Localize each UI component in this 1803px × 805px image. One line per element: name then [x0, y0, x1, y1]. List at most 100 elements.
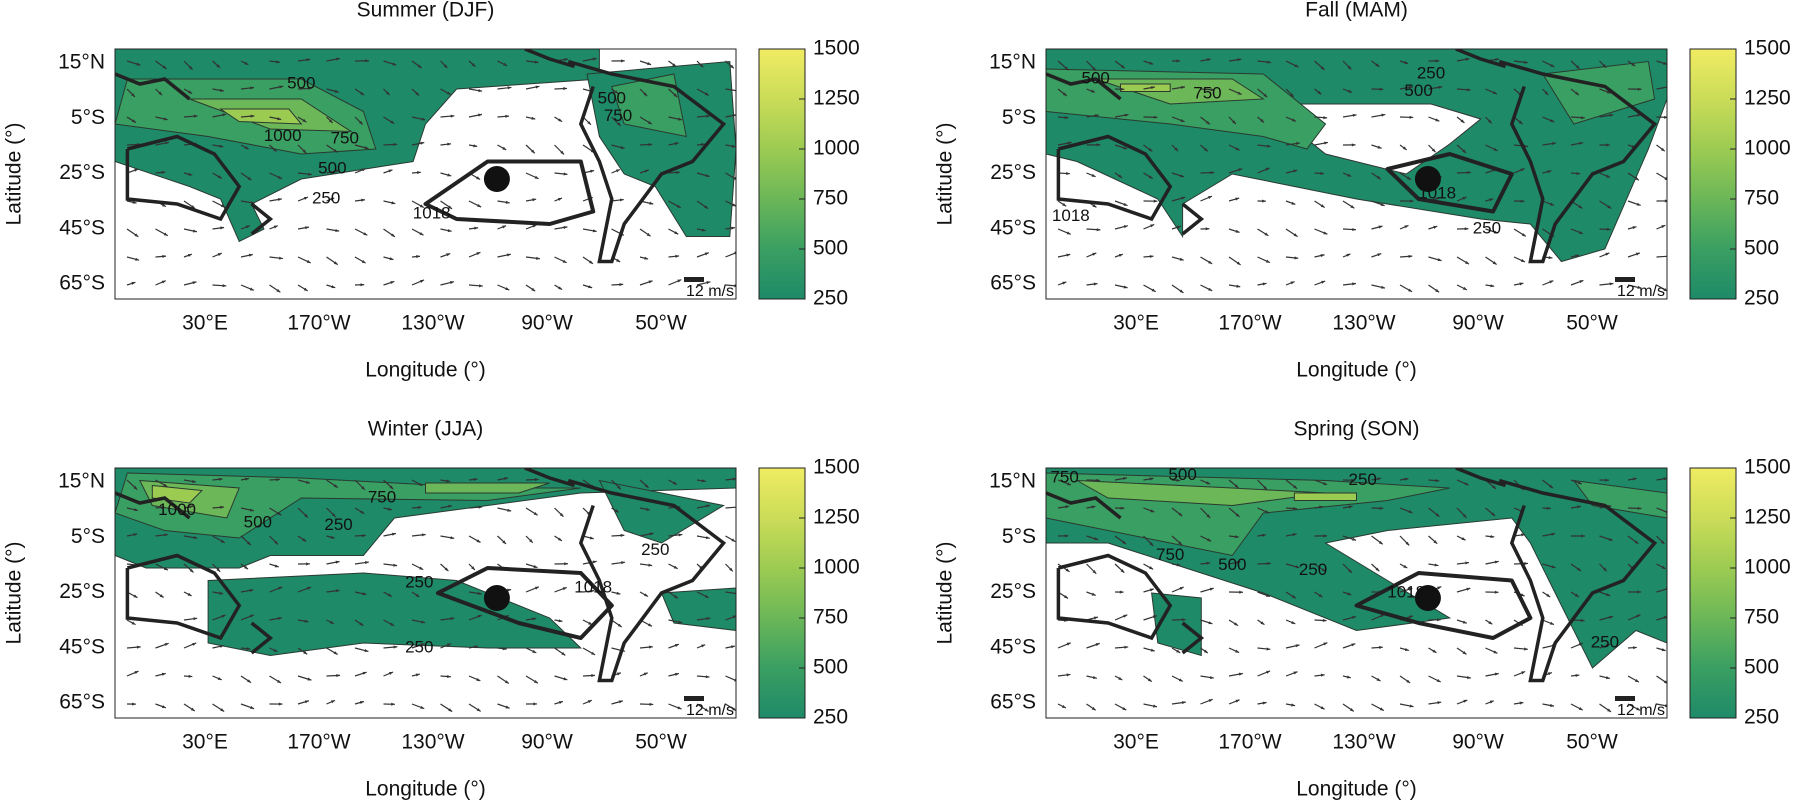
x-axis-label: Longitude (°)	[1296, 359, 1416, 382]
x-tick-label: 90°W	[1452, 312, 1504, 335]
vector-key-label: 12 m/s	[1617, 283, 1665, 300]
x-tick-label: 130°W	[401, 731, 464, 754]
y-tick-label: 15°N	[989, 470, 1036, 493]
y-axis-label: Latitude (°)	[3, 542, 26, 645]
x-tick-label: 90°W	[521, 731, 573, 754]
vector-key-arrow	[1615, 696, 1635, 701]
colorbar-tick-label: 500	[1744, 237, 1779, 260]
colorbar-tick-label: 750	[1744, 187, 1779, 210]
contour-label: 250	[1299, 560, 1327, 579]
contour-label: 250	[1417, 63, 1445, 82]
contour-label: 750	[368, 487, 396, 506]
y-tick-label: 25°S	[990, 161, 1036, 184]
contour-label: 250	[641, 540, 669, 559]
contour-label: 1000	[158, 500, 196, 519]
colorbar	[759, 49, 805, 299]
colorbar-tick-label: 250	[1744, 287, 1779, 310]
contour-label: 250	[312, 188, 340, 207]
contour-label: 1018	[1052, 206, 1090, 225]
y-tick-label: 5°S	[1002, 106, 1036, 129]
y-tick-label: 65°S	[990, 691, 1036, 714]
panel: 500 750 250 500 1018 250 1018 12 m/s Fall (MAM) 1…	[934, 0, 1791, 382]
y-tick-label: 15°N	[58, 51, 105, 74]
contour-label: 1018	[413, 203, 451, 222]
colorbar-tick-label: 1000	[1744, 556, 1791, 579]
x-tick-label: 90°W	[1452, 731, 1504, 754]
y-tick-label: 15°N	[989, 51, 1036, 74]
y-tick-label: 65°S	[990, 272, 1036, 295]
contour-label: 250	[324, 515, 352, 534]
x-axis-label: Longitude (°)	[365, 778, 485, 800]
y-tick-label: 25°S	[990, 580, 1036, 603]
colorbar	[1690, 468, 1736, 718]
x-tick-label: 170°W	[1218, 731, 1281, 754]
vector-key-label: 12 m/s	[686, 283, 734, 300]
panel: 500 1000 750 500 250 1018 750 500 12 m/s Summer (…	[3, 0, 860, 382]
x-tick-label: 50°W	[635, 731, 687, 754]
contour-label: 250	[1349, 470, 1377, 489]
contour-label: 500	[1081, 68, 1109, 87]
high-pressure-center	[484, 585, 510, 611]
contour-label: 500	[244, 512, 272, 531]
colorbar	[759, 468, 805, 718]
colorbar-tick-label: 500	[813, 656, 848, 679]
panel: 1000 500 750 250 250 250 1018 250 12 m/s Winter (…	[3, 418, 860, 800]
x-tick-label: 130°W	[401, 312, 464, 335]
y-tick-label: 65°S	[59, 272, 105, 295]
colorbar-tick-label: 250	[813, 706, 848, 729]
vector-key-label: 12 m/s	[686, 702, 734, 719]
x-tick-label: 170°W	[1218, 312, 1281, 335]
contour-label: 250	[405, 572, 433, 591]
contour-label: 750	[331, 128, 359, 147]
panel-title: Winter (JJA)	[368, 418, 484, 441]
x-tick-label: 50°W	[635, 312, 687, 335]
x-tick-label: 90°W	[521, 312, 573, 335]
contour-label: 1018	[574, 577, 612, 596]
panel-title: Summer (DJF)	[357, 0, 495, 22]
colorbar-tick-label: 750	[1744, 606, 1779, 629]
y-axis-label: Latitude (°)	[934, 123, 957, 226]
contour-label: 1018	[1418, 183, 1456, 202]
high-pressure-center	[484, 166, 510, 192]
x-tick-label: 130°W	[1332, 312, 1395, 335]
y-tick-label: 45°S	[990, 635, 1036, 658]
colorbar-tick-label: 750	[813, 187, 848, 210]
y-tick-label: 65°S	[59, 691, 105, 714]
colorbar-tick-label: 1250	[813, 87, 860, 110]
x-tick-label: 170°W	[287, 731, 350, 754]
y-tick-label: 5°S	[71, 106, 105, 129]
contour-label: 750	[1193, 83, 1221, 102]
colorbar-tick-label: 750	[813, 606, 848, 629]
contour-label: 250	[1473, 218, 1501, 237]
y-tick-label: 45°S	[990, 216, 1036, 239]
colorbar-tick-label: 250	[1744, 706, 1779, 729]
x-tick-label: 50°W	[1566, 312, 1618, 335]
y-tick-label: 15°N	[58, 470, 105, 493]
contour-label: 500	[598, 88, 626, 107]
colorbar-tick-label: 1250	[1744, 506, 1791, 529]
contour-label: 250	[1591, 632, 1619, 651]
x-tick-label: 30°E	[182, 312, 228, 335]
x-tick-label: 50°W	[1566, 731, 1618, 754]
vector-key-arrow	[684, 696, 704, 701]
colorbar-tick-label: 1000	[1744, 137, 1791, 160]
contour-label: 1018	[1387, 582, 1425, 601]
x-tick-label: 170°W	[287, 312, 350, 335]
contour-label: 250	[405, 637, 433, 656]
contour-label: 500	[318, 158, 346, 177]
contour-label: 1000	[264, 126, 302, 145]
colorbar-tick-label: 1250	[1744, 87, 1791, 110]
colorbar	[1690, 49, 1736, 299]
y-tick-label: 45°S	[59, 635, 105, 658]
contour-label: 750	[1050, 467, 1078, 486]
colorbar-tick-label: 1000	[813, 137, 860, 160]
contour-label: 500	[287, 73, 315, 92]
x-axis-label: Longitude (°)	[1296, 778, 1416, 800]
panel-title: Fall (MAM)	[1305, 0, 1408, 22]
y-axis-label: Latitude (°)	[3, 123, 26, 226]
y-tick-label: 5°S	[1002, 525, 1036, 548]
colorbar-tick-label: 1500	[1744, 456, 1791, 479]
